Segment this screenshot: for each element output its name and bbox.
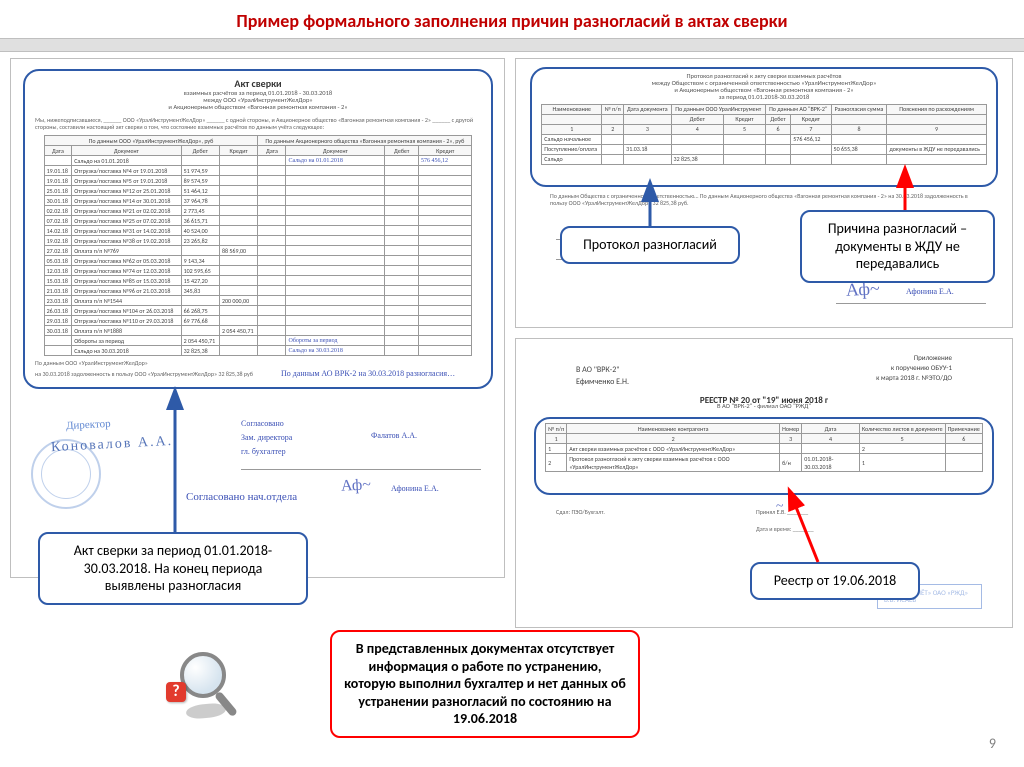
reg-att2: к поручению ОБУУ-1 [891, 363, 952, 372]
sig-word2: Зам. директора [241, 433, 292, 442]
reg-recip2: Ефимченко Е.Н. [576, 377, 629, 387]
panel-akt: Акт сверки взаимных расчётов за период 0… [10, 58, 505, 578]
reg-att3: к марта 2018 г. №ЭТО/ДО [876, 373, 952, 382]
magnifier-icon: ? [180, 652, 250, 722]
protocol-h4: за период 01.01.2018-30.03.2018 [532, 94, 996, 101]
reg-att1: Приложение [914, 353, 952, 362]
registry-frame: № п/пНаименование контрагентаНомерДатаКо… [534, 417, 994, 495]
protocol-sigline3 [836, 303, 986, 304]
sig-word1: Согласовано [241, 419, 284, 428]
question-icon: ? [166, 682, 186, 702]
reg-handed: Сдал: ПЭО/Бухгалт. [546, 507, 615, 518]
content-area: Акт сверки взаимных расчётов за период 0… [0, 52, 1024, 762]
protocol-signame: Афонина Е.А. [906, 287, 954, 296]
director-name: Коновалов А.А. [51, 434, 174, 456]
registry-table: № п/пНаименование контрагентаНомерДатаКо… [545, 423, 983, 472]
page-number: 9 [989, 735, 996, 752]
sig-agree: Согласовано нач.отдела [186, 491, 297, 503]
callout-reason: Причина разногласий – документы в ЖДУ не… [800, 210, 995, 283]
callout-akt: Акт сверки за период 01.01.2018-30.03.20… [38, 532, 308, 605]
akt-frame: Акт сверки взаимных расчётов за период 0… [23, 69, 493, 389]
protocol-foot: По данным Общества с ограниченной ответс… [540, 191, 990, 209]
sig-afonina1: Аф~ [341, 476, 372, 496]
protocol-table: Наименование№ п/пДата документаПо данным… [541, 104, 986, 165]
header-separator [0, 38, 1024, 52]
reg-sig: ~ [776, 499, 784, 515]
director-label: Директор [66, 418, 111, 432]
sig-name-left: Фалатов А.А. [371, 431, 417, 440]
reg-recip1: В АО "ВРК-2" [576, 365, 619, 375]
panel-protocol: Протокол разногласий к акту сверки взаим… [515, 58, 1013, 328]
sig-afonina1-name: Афонина Е.А. [391, 484, 439, 493]
akt-handwriting: По данным АО ВРК-2 на 30.03.2018 разногл… [281, 369, 491, 378]
reg-date: Дата и время: _______ [746, 524, 824, 535]
page-title: Пример формального заполнения причин раз… [0, 0, 1024, 38]
reg-subtitle: В АО "ВРК-2" - филиал ОАО "РЖД" [516, 403, 1012, 410]
akt-sub3: и Акционерным обществом «Вагонная ремонт… [25, 104, 491, 111]
akt-table: По данным ООО «УралИнструментЖелДор», ру… [44, 135, 473, 356]
akt-preamble: Мы, нижеподписавшиеся, ______ ООО «УралИ… [25, 115, 491, 133]
callout-protocol: Протокол разногласий [560, 226, 740, 264]
sig-word3: гл. бухгалтер [241, 447, 286, 456]
protocol-frame: Протокол разногласий к акту сверки взаим… [530, 67, 998, 187]
sig-line [241, 469, 481, 470]
callout-registry: Реестр от 19.06.2018 [750, 562, 920, 600]
akt-footer1: По данным ООО «УралИнструментЖелДор» [25, 358, 491, 369]
callout-bottom: В представленных документах отсутствует … [330, 630, 640, 738]
